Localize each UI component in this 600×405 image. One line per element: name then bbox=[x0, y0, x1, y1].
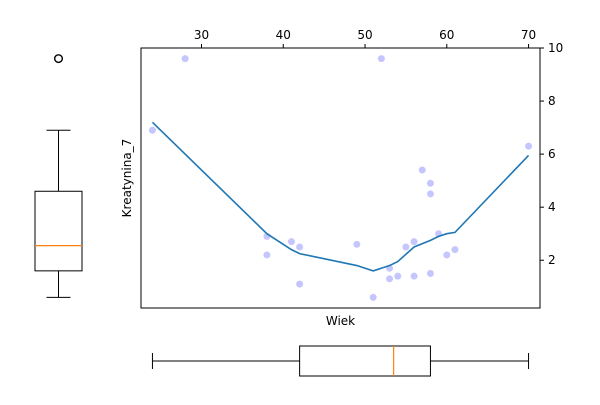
scatter-point-17 bbox=[426, 179, 434, 187]
scatter-point-22 bbox=[451, 246, 459, 254]
x-box-iqr bbox=[299, 345, 431, 377]
y-tick-label-4: 4 bbox=[548, 200, 556, 214]
x-tick-label-70: 70 bbox=[521, 28, 536, 42]
scatter-point-16 bbox=[418, 166, 426, 174]
trend-line bbox=[151, 121, 530, 272]
y-tick-label-2: 2 bbox=[548, 253, 556, 267]
x-tick-label-50: 50 bbox=[357, 28, 372, 42]
x-axis-top: 30 40 50 60 70 bbox=[194, 28, 536, 48]
scatter-point-7 bbox=[353, 240, 361, 248]
x-marginal-boxplot bbox=[151, 345, 530, 377]
x-axis-label: Wiek bbox=[326, 314, 355, 328]
y-marginal-boxplot bbox=[34, 54, 83, 298]
y-axis-right: 2 4 6 8 10 bbox=[540, 41, 563, 267]
x-tick-label-40: 40 bbox=[276, 28, 291, 42]
y-box-iqr bbox=[34, 190, 83, 272]
x-tick-label-60: 60 bbox=[439, 28, 454, 42]
scatter-point-18 bbox=[426, 190, 434, 198]
x-tick-label-30: 30 bbox=[194, 28, 209, 42]
plot-frame bbox=[140, 47, 541, 309]
scatter-point-3 bbox=[263, 251, 271, 259]
scatter-points bbox=[148, 55, 533, 301]
scatter-point-12 bbox=[394, 272, 402, 280]
y-tick-label-10: 10 bbox=[548, 41, 563, 55]
scatter-point-0 bbox=[148, 126, 156, 134]
scatter-point-23 bbox=[525, 142, 533, 150]
scatter-point-15 bbox=[410, 272, 418, 280]
trend-line-path bbox=[151, 121, 530, 272]
scatter-point-4 bbox=[287, 238, 295, 246]
scatter-point-21 bbox=[443, 251, 451, 259]
main-scatter-plot: 30 40 50 60 70 2 4 6 8 10 Wiek Kreatynina_7 bbox=[120, 28, 563, 328]
scatter-point-14 bbox=[410, 238, 418, 246]
scatter-point-11 bbox=[386, 275, 394, 283]
y-box-outlier-0 bbox=[54, 54, 64, 64]
y-axis-label: Kreatynina_7 bbox=[120, 139, 134, 218]
scatter-point-19 bbox=[426, 270, 434, 278]
y-tick-label-8: 8 bbox=[548, 94, 556, 108]
y-tick-label-6: 6 bbox=[548, 147, 556, 161]
scatter-point-6 bbox=[296, 280, 304, 288]
scatter-point-8 bbox=[369, 293, 377, 301]
scatter-point-1 bbox=[181, 55, 189, 63]
scatter-point-5 bbox=[296, 243, 304, 251]
scatter-point-13 bbox=[402, 243, 410, 251]
scatter-point-9 bbox=[377, 55, 385, 63]
